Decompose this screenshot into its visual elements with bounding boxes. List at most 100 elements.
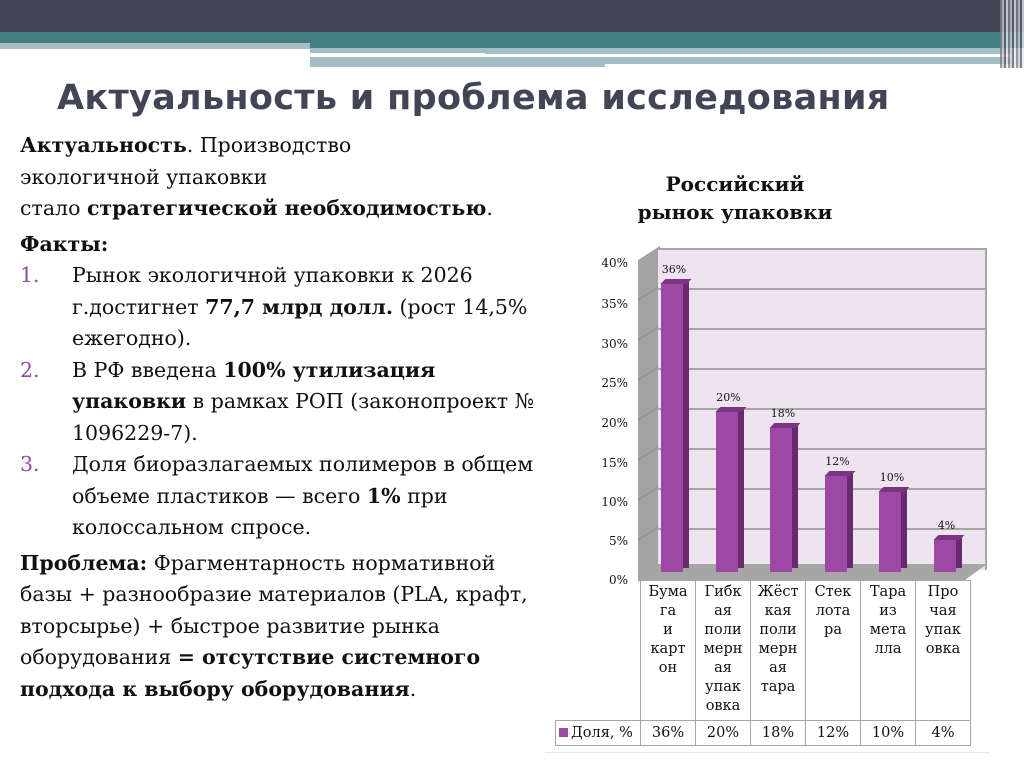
bar-side bbox=[955, 536, 962, 568]
y-tick-label: 30% bbox=[601, 337, 628, 351]
fact-bold: 100% утилизация упаковки bbox=[72, 357, 436, 414]
legend-entry: Доля, % bbox=[555, 720, 641, 746]
category-label: Про чая упак овка bbox=[915, 580, 971, 721]
gridline bbox=[658, 288, 985, 290]
fact-text: в рамках РОП (законопроект № 1096229-7). bbox=[72, 389, 535, 445]
bar-side bbox=[792, 424, 798, 568]
fact-text: Рынок экологичной упаковки к 2026 г.дост… bbox=[72, 263, 473, 319]
bar-top bbox=[824, 471, 855, 476]
bar-front bbox=[933, 540, 956, 572]
bar-side bbox=[737, 408, 744, 568]
fact-bold: 77,7 млрд долл. bbox=[205, 294, 393, 319]
problem-bold: = отсутствие системного подхода к выбору… bbox=[20, 645, 481, 701]
y-tick-label: 35% bbox=[601, 297, 628, 311]
fact-text: В РФ введена bbox=[72, 357, 224, 382]
bar-top bbox=[933, 535, 964, 540]
bar-value-label: 20% bbox=[716, 391, 741, 404]
bar-value-label: 18% bbox=[770, 407, 796, 420]
table-corner bbox=[555, 580, 641, 721]
list-number: 3. bbox=[20, 452, 40, 476]
bar-front bbox=[879, 492, 901, 572]
header-band-gap bbox=[310, 53, 485, 56]
relevance-paragraph: Актуальность. Производство экологичной у… bbox=[20, 130, 540, 225]
bar-side bbox=[846, 472, 853, 568]
divider bbox=[545, 752, 990, 753]
list-number: 1. bbox=[20, 263, 40, 287]
value-row: Доля, % 36% 20% 18% 12% 10% 4% bbox=[555, 720, 971, 746]
relevance-text: стало bbox=[20, 196, 87, 220]
header-band-dark bbox=[0, 0, 1024, 32]
y-tick-label: 5% bbox=[608, 534, 628, 548]
header-stripes bbox=[1000, 0, 1024, 68]
table-value: 10% bbox=[860, 720, 916, 746]
gridline bbox=[658, 488, 985, 490]
table-value: 18% bbox=[750, 720, 806, 746]
facts-heading: Факты: bbox=[20, 229, 540, 261]
relevance-end: . bbox=[486, 196, 493, 220]
gridline bbox=[658, 328, 985, 330]
header-band-gap bbox=[605, 64, 1010, 67]
fact-item: 1. Рынок экологичной упаковки к 2026 г.д… bbox=[20, 260, 540, 355]
gridline bbox=[658, 528, 985, 530]
y-tick-label: 20% bbox=[601, 416, 628, 430]
y-tick-label: 10% bbox=[601, 495, 628, 509]
problem-end: . bbox=[409, 676, 417, 701]
problem-label: Проблема: bbox=[20, 550, 148, 575]
category-label: Бума га и карт он bbox=[640, 580, 696, 721]
bar-value-label: 36% bbox=[661, 263, 687, 276]
category-label: Гибк ая поли мерн ая упак овка bbox=[695, 580, 751, 721]
fact-item: 3. Доля биоразлагаемых полимеров в общем… bbox=[20, 449, 540, 544]
slide-body: Актуальность. Производство экологичной у… bbox=[20, 130, 540, 705]
chart-data-table: Бума га и карт он Гибк ая поли мерн ая упак овка Ж… bbox=[555, 580, 971, 746]
fact-bold: 1% bbox=[366, 483, 401, 508]
bar-value-label: 12% bbox=[825, 455, 850, 468]
relevance-text: . Производство bbox=[186, 133, 352, 157]
chart-side-wall bbox=[638, 246, 661, 582]
fact-item: 2. В РФ введена 100% утилизация упаковки… bbox=[20, 355, 540, 450]
bar-top bbox=[660, 279, 692, 284]
relevance-text: экологичной упаковки bbox=[20, 164, 268, 189]
legend-swatch-icon bbox=[559, 727, 568, 737]
chart-title: Российский рынок упаковки bbox=[637, 172, 833, 224]
header-band-light bbox=[310, 57, 1010, 67]
bar-top bbox=[878, 487, 910, 492]
bar-chart: Российский рынок упаковки 40% 35% 30% 25… bbox=[550, 160, 1000, 760]
gridline bbox=[658, 368, 985, 370]
legend-label: Доля, % bbox=[571, 724, 633, 741]
table-value: 20% bbox=[695, 720, 751, 746]
table-value: 4% bbox=[915, 720, 971, 746]
y-tick-label: 40% bbox=[601, 256, 628, 270]
bar-top bbox=[769, 423, 801, 428]
bar-front bbox=[715, 412, 738, 572]
bar-front bbox=[824, 476, 847, 572]
slide-title: Актуальность и проблема исследования bbox=[57, 78, 890, 118]
relevance-bold: стратегической необходимостью bbox=[86, 196, 487, 220]
fact-text: при колоссальном спросе. bbox=[72, 483, 448, 540]
category-label: Жёст кая поли мерн ая тара bbox=[750, 580, 806, 721]
header-band-light bbox=[0, 43, 310, 49]
bar-front bbox=[661, 284, 683, 572]
table-value: 12% bbox=[805, 720, 861, 746]
problem-text: Фрагментарность нормативной базы + разно… bbox=[20, 550, 528, 670]
relevance-label: Актуальность bbox=[20, 133, 187, 157]
bar-value-label: 10% bbox=[879, 471, 905, 484]
gridline bbox=[658, 448, 985, 450]
fact-text: Доля биоразлагаемых полимеров в общем об… bbox=[72, 452, 534, 508]
bar-front bbox=[770, 428, 792, 572]
problem-paragraph: Проблема: Фрагментарность нормативной ба… bbox=[20, 548, 540, 706]
gridline bbox=[658, 408, 985, 410]
list-number: 2. bbox=[20, 357, 40, 382]
facts-heading-text: Факты: bbox=[20, 231, 109, 256]
bar-top bbox=[715, 407, 746, 412]
bar-side bbox=[683, 280, 689, 568]
header-band-light bbox=[310, 48, 1010, 54]
bar-value-label: 4% bbox=[937, 519, 956, 532]
fact-text: (рост 14,5% ежегодно). bbox=[72, 294, 528, 351]
bar-side bbox=[901, 488, 907, 568]
y-tick-label: 25% bbox=[601, 376, 628, 390]
table-value: 36% bbox=[640, 720, 696, 746]
category-row: Бума га и карт он Гибк ая поли мерн ая упак овка Ж… bbox=[555, 580, 971, 721]
category-label: Стек лота ра bbox=[805, 580, 861, 721]
category-label: Тара из мета лла bbox=[860, 580, 916, 721]
y-tick-label: 15% bbox=[601, 456, 628, 470]
